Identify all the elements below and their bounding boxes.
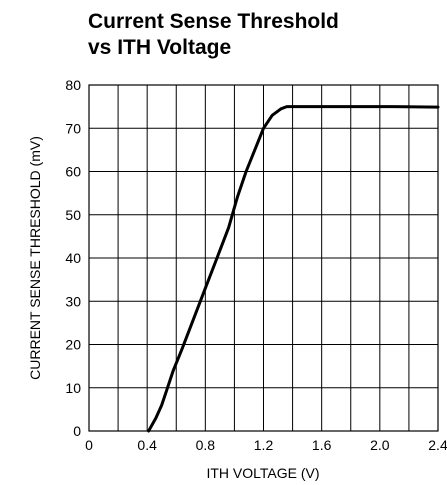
x-tick-label: 2.0 [370,437,390,453]
x-tick-label: 0 [85,437,93,453]
y-tick-label: 20 [65,337,81,353]
y-tick-label: 40 [65,250,81,266]
x-tick-label: 0.4 [137,437,157,453]
chart-title-line-2: vs ITH Voltage [88,36,231,59]
plot-frame [88,84,439,432]
y-tick-label: 80 [65,77,81,93]
chart-title-line-1: Current Sense Threshold [88,10,339,33]
x-tick-label: 0.8 [196,437,216,453]
x-axis-label: ITH VOLTAGE (V) [206,465,319,481]
y-tick-label: 50 [65,207,81,223]
grid [89,85,438,431]
y-tick-label: 10 [65,380,81,396]
y-tick-label: 60 [65,164,81,180]
x-tick-label: 2.4 [428,437,447,453]
y-tick-label: 0 [73,423,81,439]
data-series-line [147,105,440,433]
tick-labels: 0 0.4 0.8 1.2 1.6 2.0 2.4 0 10 20 30 40 50 60 70 80 [65,77,447,453]
y-tick-label: 70 [65,120,81,136]
x-tick-label: 1.6 [312,437,332,453]
y-axis-label: CURRENT SENSE THRESHOLD (mV) [27,136,43,380]
x-tick-label: 1.2 [254,437,274,453]
y-tick-label: 30 [65,293,81,309]
